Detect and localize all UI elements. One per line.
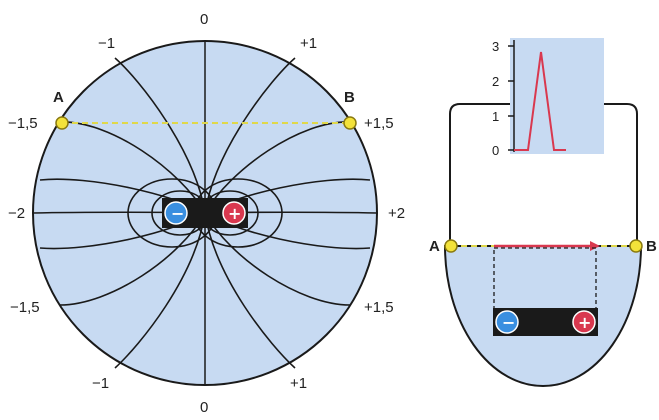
positive-sign-right: + (578, 313, 591, 332)
dashed-projection (493, 247, 597, 311)
label-left-minus15-bottom: −1,5 (10, 299, 40, 316)
field-lines (32, 57, 378, 369)
battery-right: − + (493, 308, 598, 336)
positive-terminal (222, 201, 246, 225)
potential-labels: 0 0 −1 +1 −1,5 +1,5 −2 +2 −1,5 +1,5 −1 +… (8, 11, 405, 416)
field-line-right-6 (204, 212, 351, 306)
field-line-right-2 (204, 121, 351, 214)
label-bottom-zero: 0 (200, 399, 208, 416)
point-b-marker (343, 116, 357, 130)
point-b-label: B (344, 89, 355, 106)
tick-label-3: 3 (492, 39, 499, 54)
point-b-marker-right (629, 239, 643, 253)
tick-label-0: 0 (492, 143, 499, 158)
label-bottom-right-plus1: +1 (290, 375, 307, 392)
positive-sign: + (228, 204, 241, 223)
negative-terminal-right (495, 310, 519, 334)
battery-left: − + (162, 198, 248, 228)
field-line-left-7 (114, 212, 206, 369)
field-line-left-2 (59, 121, 206, 214)
graph-voltage-line (514, 51, 566, 151)
point-a-marker (55, 116, 69, 130)
label-right-plus15-bottom: +1,5 (364, 299, 394, 316)
graph-background (510, 38, 604, 154)
label-right-plus2: +2 (388, 205, 405, 222)
label-bottom-left-minus1: −1 (92, 375, 109, 392)
point-a-label-right: A (429, 238, 440, 255)
negative-sign-right: − (502, 313, 515, 332)
wire-a (449, 103, 510, 245)
tick-label-1: 1 (492, 109, 499, 124)
label-top-right-plus1: +1 (300, 35, 317, 52)
point-a-marker-right (444, 239, 458, 253)
label-top-left-minus1: −1 (98, 35, 115, 52)
point-a-label: A (53, 89, 64, 106)
label-left-minus2: −2 (8, 205, 25, 222)
field-line-left-1 (114, 57, 206, 214)
field-line-right-1 (204, 57, 296, 214)
field-line-left-6 (59, 212, 206, 306)
negative-sign: − (171, 204, 184, 223)
label-left-minus15-top: −1,5 (8, 115, 38, 132)
label-right-plus15-top: +1,5 (364, 115, 394, 132)
graph-y-ticks (508, 45, 514, 151)
positive-terminal-right (572, 310, 596, 334)
field-line-right-7 (204, 212, 296, 369)
wire-b (604, 103, 638, 245)
label-top-zero: 0 (200, 11, 208, 28)
tick-label-2: 2 (492, 74, 499, 89)
negative-terminal (164, 201, 188, 225)
point-b-label-right: B (646, 238, 657, 255)
circular-field-panel: A B − + 0 0 −1 +1 −1,5 +1,5 −2 +2 −1,5 +… (8, 11, 405, 416)
voltmeter-panel: 3 2 1 0 − + A B (429, 38, 657, 387)
